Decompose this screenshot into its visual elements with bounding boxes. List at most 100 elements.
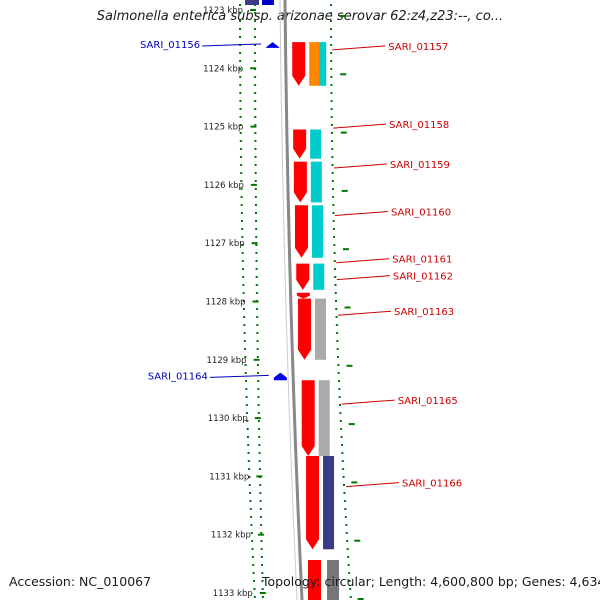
scale-tick	[250, 9, 257, 11]
dot-right	[330, 132, 333, 134]
gene-label: SARI_01157	[388, 42, 448, 53]
dot-left	[240, 172, 243, 174]
dot-left	[239, 28, 242, 30]
dot-mid	[254, 36, 257, 38]
dot-mid	[261, 580, 264, 582]
dot-mid	[255, 284, 258, 286]
dot-mid	[255, 220, 258, 222]
dot-left	[240, 196, 243, 198]
label-leader	[333, 123, 387, 129]
dot-left	[252, 564, 255, 566]
dot-left	[239, 92, 242, 94]
dot-mid	[254, 204, 257, 206]
label-leader	[337, 310, 392, 316]
dot-right	[333, 268, 336, 270]
scale-tick-right	[357, 598, 364, 600]
dot-mid	[259, 508, 262, 510]
scale-tick-right	[341, 189, 348, 192]
dot-mid	[258, 468, 261, 470]
gene-label: SARI_01159	[390, 160, 450, 171]
dot-left	[251, 540, 254, 542]
dot-mid	[257, 372, 260, 374]
dot-mid	[254, 124, 257, 126]
dot-right	[343, 484, 346, 486]
dot-mid	[255, 276, 258, 278]
label-leader	[341, 399, 395, 405]
dot-mid	[261, 596, 264, 598]
dot-left	[242, 276, 245, 278]
dot-right	[335, 324, 338, 326]
dot-left	[239, 68, 242, 70]
dot-right	[337, 364, 340, 366]
gene-label: SARI_01156	[140, 40, 200, 51]
dot-mid	[260, 524, 263, 526]
scale-tick-right	[344, 306, 351, 309]
label-leader	[202, 43, 262, 47]
dot-left	[241, 244, 244, 246]
dot-left	[241, 236, 244, 238]
dot-right	[331, 156, 334, 158]
dot-mid	[254, 212, 257, 214]
dot-right	[332, 196, 335, 198]
dot-left	[250, 524, 253, 526]
dot-mid	[257, 380, 260, 382]
dot-right	[336, 340, 339, 342]
dot-mid	[260, 532, 263, 534]
dot-mid	[254, 92, 257, 94]
dot-mid	[256, 308, 259, 310]
dot-mid	[254, 108, 257, 110]
dot-left	[247, 460, 250, 462]
dot-right	[331, 164, 334, 166]
dot-left	[245, 388, 248, 390]
dot-right	[331, 172, 334, 174]
scale-tick-right	[351, 481, 358, 484]
dot-left	[252, 572, 255, 574]
gene-arrow	[293, 161, 307, 203]
scale-tick-right	[348, 423, 355, 426]
dot-right	[330, 68, 333, 70]
dot-left	[242, 300, 245, 302]
dot-mid	[255, 260, 258, 262]
label-leader	[336, 258, 390, 264]
dot-right	[330, 36, 333, 38]
dot-right	[339, 404, 342, 406]
dot-left	[246, 420, 249, 422]
dot-left	[239, 132, 242, 134]
map-title: Salmonella enterica subsp. arizonae sero…	[96, 9, 504, 24]
scale-tick	[259, 592, 266, 594]
scale-label: 1127 kbp	[205, 239, 245, 249]
gene-arrow	[292, 42, 306, 86]
scale-tick-right	[342, 248, 349, 251]
dot-left	[242, 284, 245, 286]
dot-mid	[259, 492, 262, 494]
partial-feature	[262, 0, 274, 5]
dot-right	[345, 524, 348, 526]
dot-right	[341, 460, 344, 462]
dot-right	[347, 564, 350, 566]
dot-left	[239, 76, 242, 78]
dot-right	[330, 52, 333, 54]
dot-left	[241, 268, 244, 270]
dot-mid	[261, 588, 264, 590]
dot-left	[239, 52, 242, 54]
dot-left	[244, 356, 247, 358]
dot-right	[333, 260, 336, 262]
dot-right	[340, 444, 343, 446]
dot-right	[330, 44, 333, 46]
dot-mid	[258, 428, 261, 430]
dot-mid	[258, 460, 261, 462]
scale-tick-right	[340, 15, 347, 17]
dot-mid	[256, 356, 259, 358]
dot-left	[245, 404, 248, 406]
dot-mid	[256, 332, 259, 334]
dot-right	[345, 532, 348, 534]
dot-right	[348, 572, 351, 574]
dot-left	[239, 36, 242, 38]
dot-left	[239, 140, 242, 142]
dot-right	[333, 236, 336, 238]
dot-left	[239, 60, 242, 62]
dot-right	[349, 588, 352, 590]
dot-mid	[254, 28, 257, 30]
dot-left	[246, 436, 249, 438]
scale-tick-right	[346, 364, 353, 367]
